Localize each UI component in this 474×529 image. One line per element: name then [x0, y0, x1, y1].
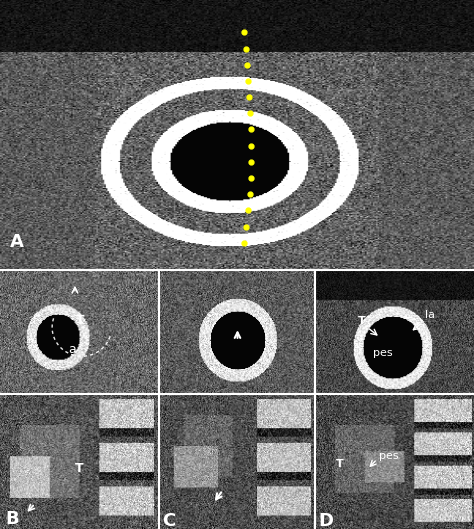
Text: A: A	[9, 233, 23, 251]
Text: pes: pes	[379, 451, 399, 461]
Text: D: D	[319, 513, 334, 529]
Text: T: T	[75, 314, 84, 327]
Text: B: B	[6, 510, 19, 528]
Text: a: a	[68, 343, 76, 356]
Text: T: T	[336, 459, 343, 469]
Text: pes: pes	[374, 348, 393, 358]
Text: T: T	[75, 462, 83, 476]
Text: la: la	[425, 310, 435, 320]
Text: C: C	[162, 513, 175, 529]
Text: T: T	[357, 316, 365, 326]
